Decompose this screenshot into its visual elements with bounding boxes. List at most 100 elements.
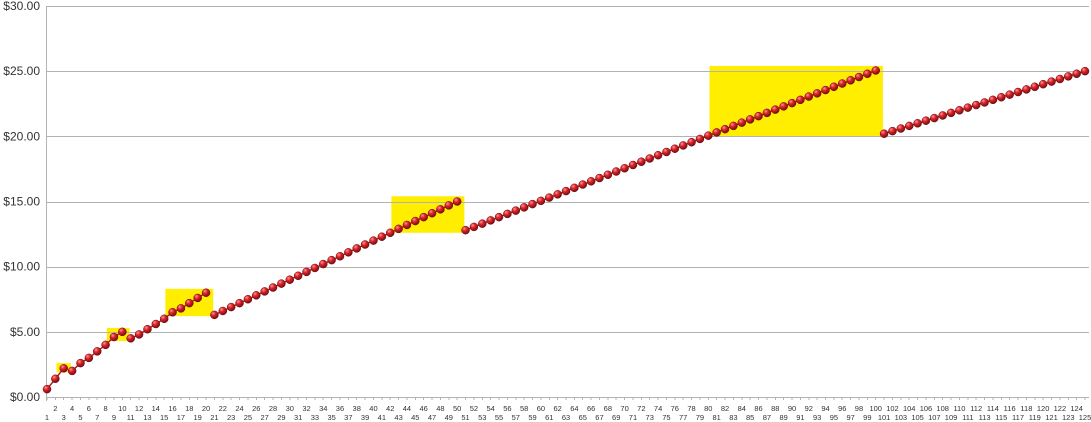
data-point [896,124,906,133]
data-point [218,306,228,316]
data-point [913,119,922,128]
data-point [252,291,261,300]
data-point [997,92,1006,102]
data-point [436,205,445,214]
data-point [503,209,512,219]
data-point [595,173,604,183]
x-tick-label: 19 [194,413,202,422]
x-tick-label: 114 [987,404,999,413]
data-point [185,298,194,308]
data-point [678,141,688,150]
x-tick-label: 65 [579,413,587,422]
x-tick-label: 31 [294,413,302,422]
x-tick-label: 25 [244,413,252,422]
data-point [385,228,395,238]
x-tick-label: 9 [112,413,116,422]
x-tick-label: 120 [1037,404,1050,413]
x-tick-label: 33 [311,413,319,422]
x-tick-label: 32 [302,404,310,413]
data-point [402,220,412,230]
data-point [143,324,152,334]
x-tick-label: 50 [453,404,461,413]
data-point [578,180,587,189]
x-tick-label: 79 [696,413,704,422]
x-tick-label: 5 [78,413,82,422]
x-tick-label: 49 [445,413,453,422]
data-point [101,340,110,350]
data-point [737,118,747,127]
x-tick-label: 102 [886,404,899,413]
data-point [963,103,973,112]
data-point [1013,87,1023,97]
data-point [545,193,554,202]
x-tick-label: 40 [369,404,377,413]
x-tick-label: 67 [595,413,603,422]
x-tick-label: 112 [970,404,982,413]
data-point [1030,82,1040,92]
x-tick-label: 84 [738,404,746,413]
data-point [494,212,504,222]
data-point [478,219,487,228]
data-point [151,319,161,329]
data-point [704,131,713,140]
data-point [879,129,889,138]
data-point [369,236,378,245]
data-point [871,66,880,75]
x-tick-label: 43 [394,413,402,422]
y-tick-label: $30.00 [3,0,40,13]
data-point [854,72,864,82]
data-point [235,298,244,308]
data-point [754,111,763,121]
data-point [863,69,872,79]
x-tick-label: 34 [319,404,327,413]
data-point [360,240,370,249]
x-tick-label: 22 [219,404,227,413]
data-point [134,330,144,339]
data-point [586,177,596,186]
data-point [888,126,897,136]
x-tick-label: 106 [920,404,933,413]
x-tick-label: 108 [936,404,949,413]
data-point [118,327,127,337]
y-tick-label: $10.00 [3,260,40,274]
x-tick-label: 41 [378,413,386,422]
data-point [293,271,303,281]
x-tick-label: 45 [411,413,419,422]
data-point [59,364,68,373]
x-tick-label: 117 [1012,413,1024,422]
data-point [1047,77,1056,86]
data-point [946,108,956,118]
data-point [662,147,671,157]
x-tick-label: 77 [679,413,687,422]
data-point [444,201,454,210]
data-point [628,160,638,170]
data-point [620,164,629,173]
x-tick-label: 98 [855,404,863,413]
x-tick-label: 2 [53,404,57,413]
x-tick-label: 107 [928,413,941,422]
data-point [553,190,562,199]
x-tick-label: 97 [846,413,854,422]
x-tick-label: 54 [486,404,494,413]
x-tick-label: 51 [461,413,469,422]
y-tick-label: $15.00 [3,195,40,209]
x-tick-label: 14 [152,404,160,413]
data-point [519,203,529,212]
x-tick-label: 111 [962,413,973,422]
x-tick-label: 16 [168,404,176,413]
data-point [469,222,479,232]
x-tick-label: 110 [953,404,965,413]
x-tick-label: 61 [545,413,553,422]
data-point [645,154,654,163]
data-point [109,332,119,342]
x-tick-label: 124 [1070,404,1083,413]
x-tick-label: 15 [160,413,168,422]
x-tick-label: 89 [779,413,787,422]
data-point [528,199,537,209]
data-point [938,111,947,120]
data-point [536,196,546,206]
x-tick-label: 29 [277,413,285,422]
x-tick-label: 100 [869,404,882,413]
data-point [394,224,403,234]
